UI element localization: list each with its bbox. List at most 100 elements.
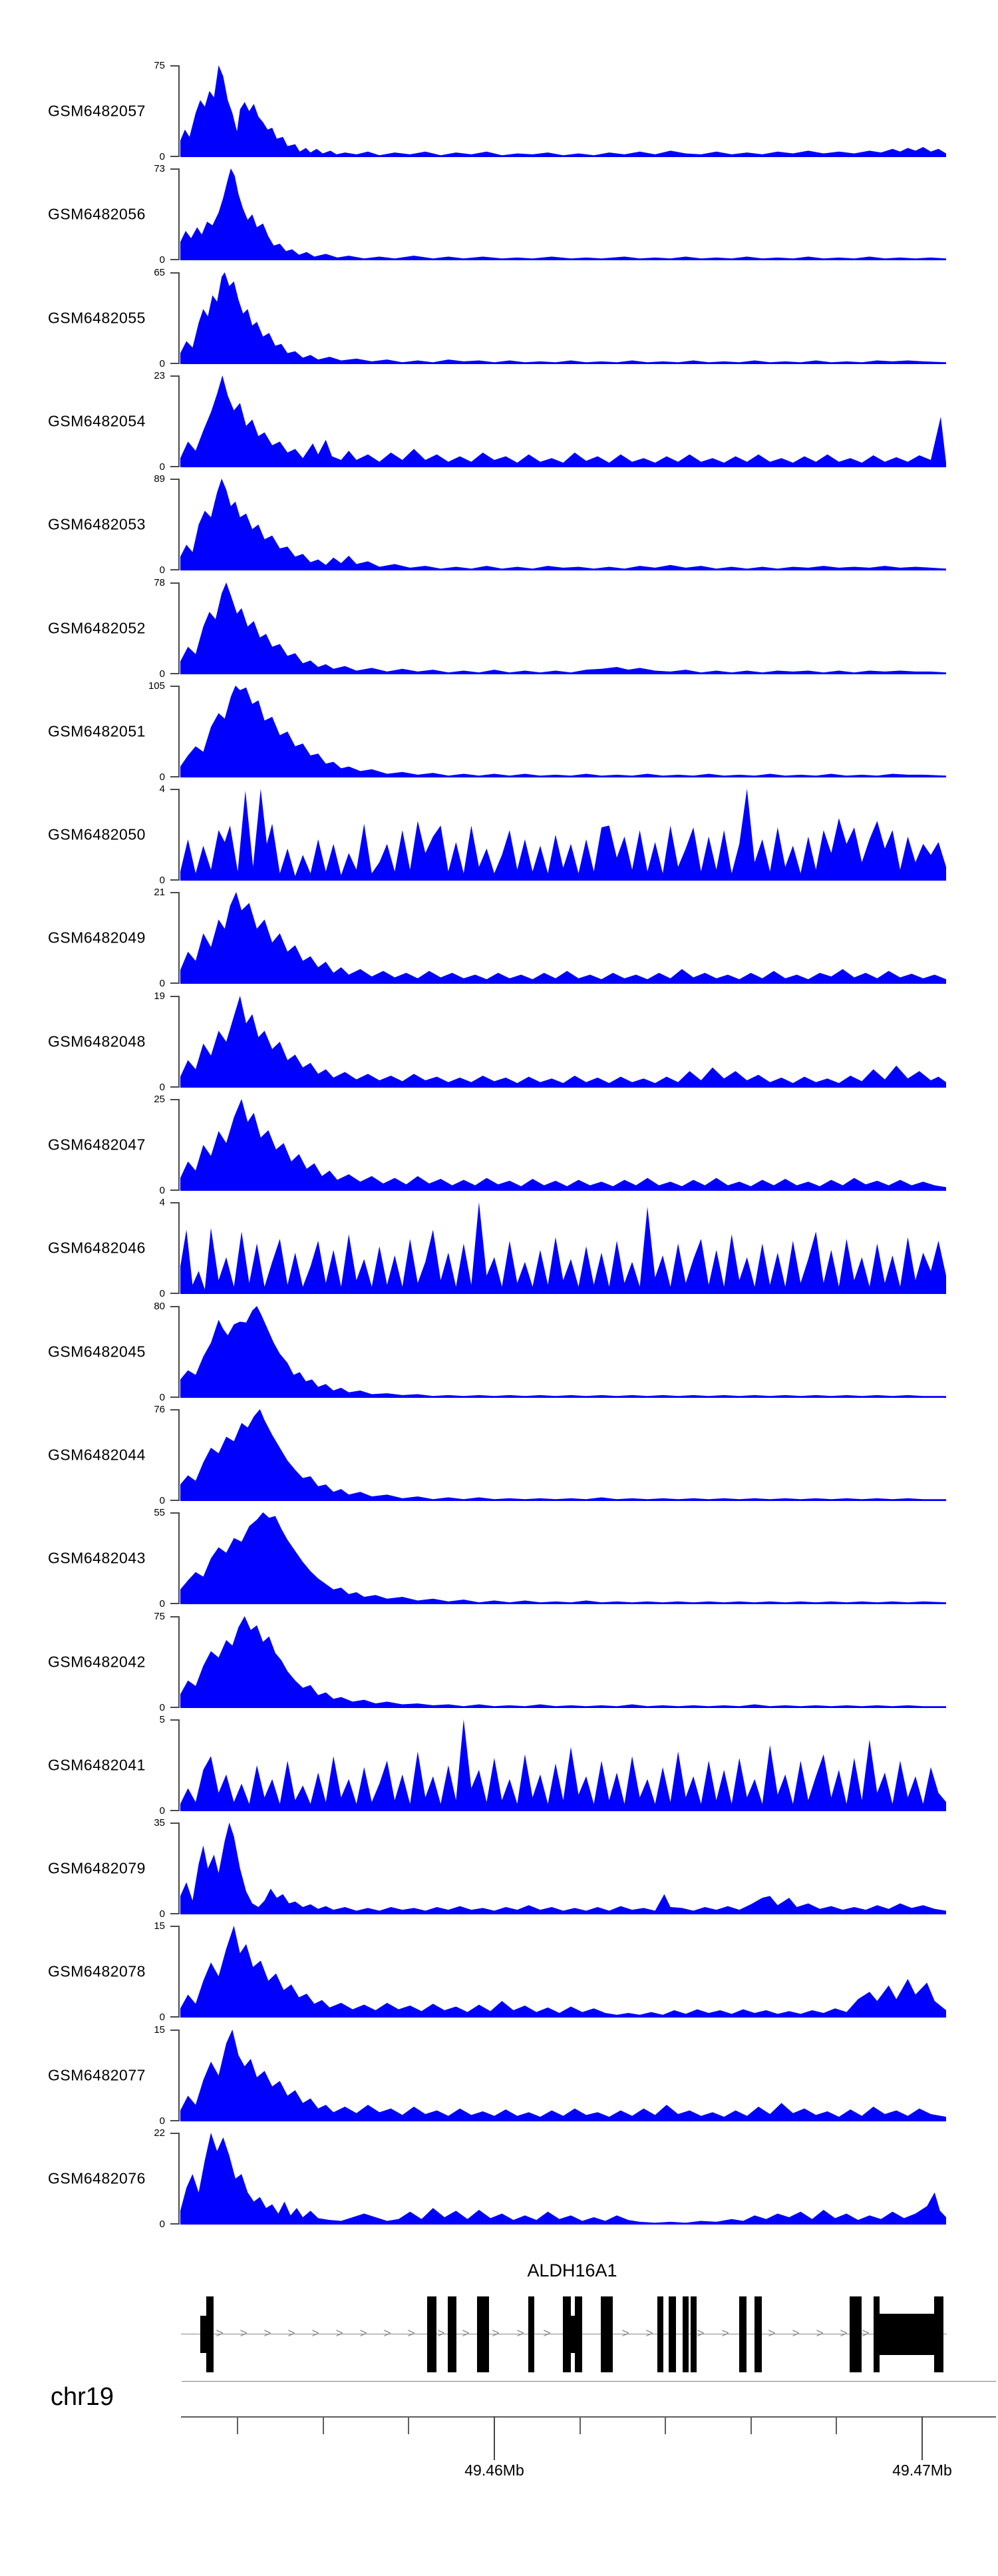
signal-track-row: GSM6482051 105 0 xyxy=(0,680,998,783)
signal-track-row: GSM6482076 22 0 xyxy=(0,2127,998,2230)
sample-label: GSM6482055 xyxy=(48,309,146,327)
signal-track-row: GSM6482044 76 0 xyxy=(0,1404,998,1506)
y-axis-line xyxy=(178,1926,180,2018)
coverage-signal-polygon xyxy=(180,582,946,674)
axis-minor-tick xyxy=(580,2416,581,2434)
y-axis-line xyxy=(178,892,180,984)
signal-track-row: GSM6482077 15 0 xyxy=(0,2024,998,2127)
y-axis-line xyxy=(178,2030,180,2121)
exon-box xyxy=(934,2296,944,2372)
coverage-signal-polygon xyxy=(180,2133,946,2225)
y-axis-zero-label: 0 xyxy=(159,2219,165,2230)
exon-box xyxy=(563,2296,571,2372)
coverage-signal-polygon xyxy=(180,479,946,570)
coverage-signal-polygon xyxy=(180,996,946,1088)
axis-minor-tick xyxy=(323,2416,324,2434)
y-axis-top-tick xyxy=(170,1202,179,1203)
sample-label: GSM6482079 xyxy=(48,1859,146,1877)
y-axis-max-label: 105 xyxy=(148,680,165,692)
y-axis-zero-label: 0 xyxy=(159,1082,165,1093)
y-axis-zero-tick xyxy=(170,1810,179,1811)
sample-label: GSM6482041 xyxy=(48,1756,146,1774)
axis-position-label: 49.46Mb xyxy=(464,2462,524,2479)
coverage-signal-polygon xyxy=(180,686,946,777)
y-axis-max-label: 73 xyxy=(154,163,165,174)
exon-box xyxy=(754,2296,762,2372)
y-axis-top-tick xyxy=(170,1823,179,1824)
y-axis-line xyxy=(178,1823,180,1914)
strand-arrow-icon: > xyxy=(437,2326,445,2341)
y-axis-zero-tick xyxy=(170,259,179,260)
axis-minor-tick xyxy=(237,2416,238,2434)
coverage-signal-polygon xyxy=(180,789,946,881)
coverage-signal-polygon xyxy=(180,2030,946,2121)
strand-arrow-icon: > xyxy=(721,2326,729,2341)
y-axis-line xyxy=(178,582,180,674)
strand-arrow-icon: > xyxy=(263,2326,271,2341)
coverage-signal-polygon xyxy=(180,1099,946,1191)
signal-track-row: GSM6482078 15 0 xyxy=(0,1920,998,2023)
y-axis-zero-tick xyxy=(170,1396,179,1398)
y-axis-zero-tick xyxy=(170,673,179,674)
y-axis-zero-tick xyxy=(170,2120,179,2121)
exon-box xyxy=(600,2296,613,2372)
strand-arrow-icon: > xyxy=(240,2326,248,2341)
y-axis-max-label: 21 xyxy=(154,887,165,898)
y-axis-zero-tick xyxy=(170,1707,179,1708)
coverage-signal-polygon xyxy=(180,1926,946,2018)
signal-track-row: GSM6482053 89 0 xyxy=(0,473,998,576)
y-axis-zero-label: 0 xyxy=(159,2012,165,2023)
y-axis-max-label: 80 xyxy=(154,1301,165,1312)
y-axis-max-label: 15 xyxy=(154,1920,165,1932)
strand-arrow-icon: > xyxy=(768,2326,776,2341)
y-axis-max-label: 65 xyxy=(154,267,165,278)
exon-box xyxy=(200,2316,208,2353)
y-axis-zero-tick xyxy=(170,466,179,467)
y-axis-zero-tick xyxy=(170,1603,179,1604)
signal-track-row: GSM6482047 25 0 xyxy=(0,1094,998,1196)
y-axis-top-tick xyxy=(170,686,179,687)
axis-minor-tick xyxy=(665,2416,667,2434)
y-axis-zero-tick xyxy=(170,982,179,984)
y-axis-top-tick xyxy=(170,168,179,170)
strand-arrow-icon: > xyxy=(621,2326,629,2341)
signal-track-row: GSM6482048 19 0 xyxy=(0,990,998,1093)
exon-box xyxy=(668,2296,676,2372)
y-axis-line xyxy=(178,789,180,881)
signal-track-row: GSM6482043 55 0 xyxy=(0,1507,998,1610)
exon-box xyxy=(528,2296,534,2372)
signal-track-row: GSM6482050 4 0 xyxy=(0,783,998,886)
y-axis-zero-tick xyxy=(170,879,179,881)
y-axis-max-label: 35 xyxy=(154,1817,165,1828)
strand-arrow-icon: > xyxy=(492,2326,500,2341)
y-axis-max-label: 25 xyxy=(154,1094,165,1105)
exon-box xyxy=(683,2296,689,2372)
strand-arrow-icon: > xyxy=(462,2326,470,2341)
signal-track-row: GSM6482045 80 0 xyxy=(0,1301,998,1403)
y-axis-max-label: 75 xyxy=(154,1611,165,1622)
signal-track-row: GSM6482055 65 0 xyxy=(0,267,998,369)
signal-track-row: GSM6482056 73 0 xyxy=(0,163,998,266)
y-axis-zero-label: 0 xyxy=(159,461,165,473)
sample-label: GSM6482078 xyxy=(48,1962,146,1980)
y-axis-max-label: 4 xyxy=(159,1197,165,1208)
coverage-signal-polygon xyxy=(180,168,946,260)
y-axis-zero-label: 0 xyxy=(159,564,165,576)
strand-arrow-icon: > xyxy=(862,2326,870,2341)
sample-label: GSM6482056 xyxy=(48,205,146,223)
strand-arrow-icon: > xyxy=(407,2326,415,2341)
exon-box xyxy=(427,2296,437,2372)
y-axis-line xyxy=(178,272,180,364)
y-axis-line xyxy=(178,479,180,570)
y-axis-max-label: 23 xyxy=(154,370,165,381)
y-axis-zero-label: 0 xyxy=(159,1805,165,1817)
y-axis-max-label: 4 xyxy=(159,783,165,795)
coverage-signal-polygon xyxy=(180,1512,946,1604)
y-axis-top-tick xyxy=(170,479,179,480)
axis-minor-tick xyxy=(750,2416,752,2434)
y-axis-zero-label: 0 xyxy=(159,1185,165,1196)
axis-major-tick xyxy=(494,2416,495,2460)
sample-label: GSM6482052 xyxy=(48,619,146,637)
y-axis-top-tick xyxy=(170,1512,179,1514)
y-axis-zero-tick xyxy=(170,156,179,157)
